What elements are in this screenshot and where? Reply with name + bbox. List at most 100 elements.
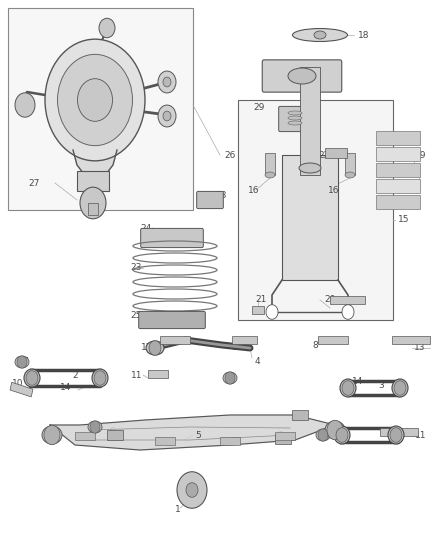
Text: 8: 8 bbox=[312, 341, 318, 350]
Ellipse shape bbox=[15, 356, 29, 368]
Bar bbox=[75, 432, 95, 440]
Circle shape bbox=[80, 187, 106, 219]
Circle shape bbox=[336, 427, 348, 442]
Ellipse shape bbox=[223, 372, 237, 384]
Circle shape bbox=[94, 370, 106, 385]
Text: 17: 17 bbox=[261, 68, 272, 77]
Text: 20: 20 bbox=[324, 295, 336, 304]
Ellipse shape bbox=[314, 31, 326, 39]
Circle shape bbox=[15, 93, 35, 117]
Bar bbox=[376, 131, 420, 145]
Circle shape bbox=[26, 370, 38, 385]
Bar bbox=[160, 336, 190, 344]
Bar bbox=[325, 148, 347, 158]
Text: 8: 8 bbox=[231, 343, 237, 352]
Text: 2: 2 bbox=[72, 370, 78, 379]
Bar bbox=[107, 430, 123, 440]
Circle shape bbox=[163, 77, 171, 87]
Bar bbox=[88, 203, 98, 215]
Text: 15: 15 bbox=[398, 215, 410, 224]
Text: 25: 25 bbox=[131, 311, 142, 319]
Ellipse shape bbox=[345, 172, 355, 178]
Bar bbox=[318, 336, 348, 344]
Text: 10: 10 bbox=[12, 378, 24, 387]
Bar bbox=[8, 8, 193, 210]
Ellipse shape bbox=[42, 426, 62, 444]
Bar bbox=[265, 153, 275, 175]
Text: 5: 5 bbox=[195, 431, 201, 440]
Text: 22: 22 bbox=[318, 150, 329, 159]
Bar bbox=[10, 382, 33, 397]
Circle shape bbox=[149, 341, 161, 356]
Polygon shape bbox=[50, 415, 335, 450]
Circle shape bbox=[163, 111, 171, 121]
FancyBboxPatch shape bbox=[279, 107, 311, 132]
Ellipse shape bbox=[24, 369, 40, 387]
Bar bbox=[376, 179, 420, 193]
FancyBboxPatch shape bbox=[197, 191, 223, 208]
Bar bbox=[252, 306, 264, 314]
Bar bbox=[155, 437, 175, 445]
Bar bbox=[376, 163, 420, 177]
Circle shape bbox=[186, 483, 198, 497]
Circle shape bbox=[45, 39, 145, 161]
Bar bbox=[376, 147, 420, 161]
Bar bbox=[392, 336, 430, 344]
Circle shape bbox=[99, 18, 115, 38]
Ellipse shape bbox=[388, 426, 404, 444]
Ellipse shape bbox=[288, 116, 302, 120]
Circle shape bbox=[158, 105, 176, 127]
Circle shape bbox=[394, 381, 406, 395]
Circle shape bbox=[78, 79, 113, 122]
Circle shape bbox=[390, 427, 402, 442]
Circle shape bbox=[225, 372, 235, 384]
Text: 29: 29 bbox=[254, 103, 265, 112]
Circle shape bbox=[327, 420, 343, 440]
Ellipse shape bbox=[288, 121, 302, 125]
Text: 4: 4 bbox=[255, 358, 261, 367]
Bar bbox=[238, 100, 393, 320]
Text: 13: 13 bbox=[414, 343, 425, 352]
Circle shape bbox=[57, 54, 133, 146]
Text: 7: 7 bbox=[317, 431, 323, 440]
Ellipse shape bbox=[88, 421, 102, 433]
Bar bbox=[282, 155, 338, 280]
Ellipse shape bbox=[334, 426, 350, 444]
Ellipse shape bbox=[316, 429, 330, 441]
Bar bbox=[275, 432, 295, 440]
Text: 1: 1 bbox=[175, 505, 181, 514]
Bar bbox=[292, 410, 308, 420]
Ellipse shape bbox=[325, 421, 345, 439]
Ellipse shape bbox=[288, 68, 316, 84]
Text: 16: 16 bbox=[248, 185, 259, 195]
Bar bbox=[275, 434, 291, 444]
Text: 12: 12 bbox=[141, 343, 152, 351]
Circle shape bbox=[342, 381, 354, 395]
Bar bbox=[376, 195, 420, 209]
Circle shape bbox=[44, 425, 60, 445]
Text: 9: 9 bbox=[109, 427, 115, 437]
Ellipse shape bbox=[288, 111, 302, 115]
Bar bbox=[232, 336, 257, 344]
Text: 14: 14 bbox=[60, 384, 71, 392]
Ellipse shape bbox=[392, 379, 408, 397]
Circle shape bbox=[158, 71, 176, 93]
Polygon shape bbox=[73, 150, 117, 178]
Ellipse shape bbox=[146, 341, 164, 355]
Text: 11: 11 bbox=[131, 370, 142, 379]
FancyBboxPatch shape bbox=[262, 60, 342, 92]
Text: 7: 7 bbox=[89, 423, 95, 432]
Ellipse shape bbox=[293, 28, 347, 42]
Text: 9: 9 bbox=[277, 432, 283, 440]
Text: 3: 3 bbox=[378, 381, 384, 390]
Text: 26: 26 bbox=[224, 150, 235, 159]
Text: 21: 21 bbox=[255, 295, 266, 304]
Text: 6: 6 bbox=[300, 410, 306, 419]
Text: 28: 28 bbox=[215, 190, 226, 199]
Text: 27: 27 bbox=[28, 179, 39, 188]
Text: 7: 7 bbox=[226, 374, 232, 383]
Circle shape bbox=[318, 429, 328, 441]
Bar bbox=[345, 153, 355, 175]
Bar bbox=[220, 437, 240, 445]
Text: 16: 16 bbox=[328, 185, 339, 195]
